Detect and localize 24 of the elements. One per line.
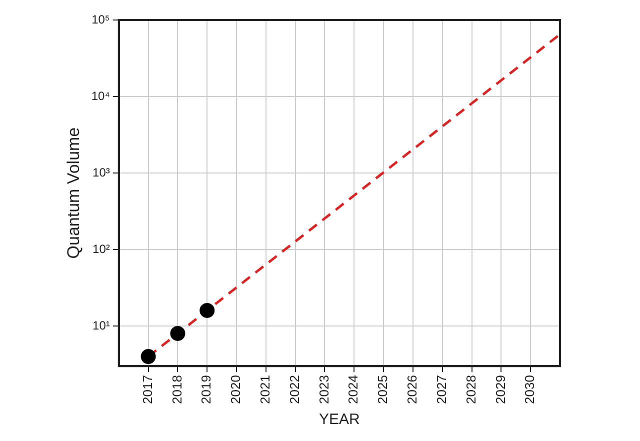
x-tick-label: 2019 bbox=[198, 375, 214, 404]
x-tick-label: 2025 bbox=[375, 375, 390, 404]
x-tick-label: 2020 bbox=[228, 375, 244, 404]
x-tick-label: 2030 bbox=[522, 375, 538, 404]
x-tick-label: 2018 bbox=[169, 375, 184, 404]
y-tick-label: 10¹ bbox=[92, 318, 110, 332]
x-tick-label: 2029 bbox=[492, 375, 508, 404]
point bbox=[140, 349, 156, 364]
x-tick-label: 2021 bbox=[258, 375, 273, 404]
point bbox=[170, 326, 186, 341]
x-tick-label: 2024 bbox=[346, 375, 361, 404]
y-tick-label: 10³ bbox=[92, 165, 110, 180]
x-axis-title: YEAR bbox=[319, 411, 360, 428]
y-tick-label: 10⁴ bbox=[91, 88, 110, 103]
x-tick-label: 2017 bbox=[140, 375, 155, 404]
point bbox=[200, 302, 215, 318]
x-tick-label: 2027 bbox=[434, 375, 449, 404]
x-tick-label: 2026 bbox=[404, 375, 420, 404]
y-tick-label: 10⁵ bbox=[92, 12, 110, 26]
x-tick-label: 2022 bbox=[286, 375, 302, 404]
y-axis-title: Quantum Volume bbox=[64, 127, 83, 259]
y-tick-label: 10² bbox=[92, 242, 110, 256]
x-tick-label: 2028 bbox=[463, 375, 478, 404]
x-tick-label: 2023 bbox=[316, 375, 332, 404]
